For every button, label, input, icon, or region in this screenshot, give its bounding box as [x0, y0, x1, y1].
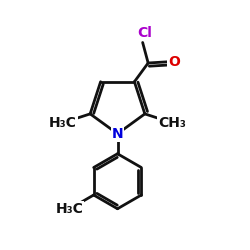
Text: CH₃: CH₃	[158, 116, 186, 130]
Text: H₃C: H₃C	[56, 202, 83, 216]
Text: O: O	[168, 55, 180, 69]
Text: Cl: Cl	[137, 26, 152, 40]
Text: H₃C: H₃C	[49, 116, 77, 130]
Text: N: N	[112, 127, 123, 141]
